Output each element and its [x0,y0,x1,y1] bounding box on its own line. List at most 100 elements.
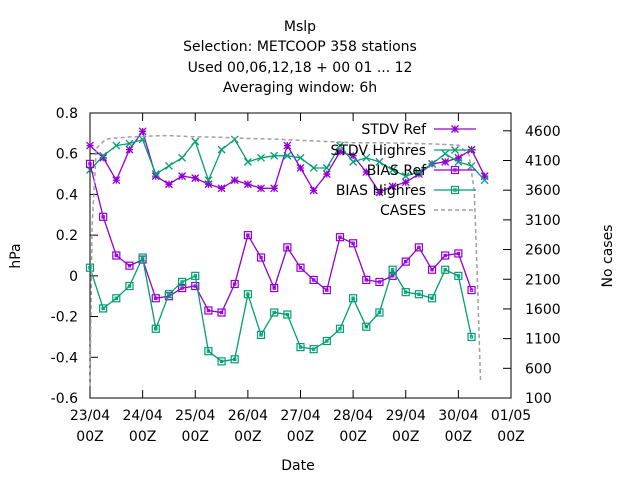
data-point [217,357,226,366]
data-point [270,184,279,193]
legend-swatch-marker [450,185,460,195]
y-tick-label: 0.8 [56,106,78,122]
data-point [151,172,160,181]
legend-entry: CASES [380,203,476,219]
data-point [125,281,134,291]
data-point [191,137,200,146]
series-bias-highres [85,253,476,366]
data-point [467,332,476,342]
series-line [89,163,473,314]
data-point [257,153,265,162]
legend-entry: BIAS Ref [367,163,476,179]
series-line [89,255,473,363]
data-point [243,180,252,189]
series-layer [85,127,489,387]
data-point [336,141,344,150]
data-point [296,343,305,352]
x-tick-label-time: 00Z [339,429,366,445]
data-point [230,176,239,185]
data-point [283,151,292,160]
y2-tick-label: 1600 [525,302,561,318]
x-tick-label: 28/04 [333,408,373,424]
title-line-3: Used 00,06,12,18 + 00 01 ... 12 [188,60,413,76]
data-point [414,168,423,176]
legend-swatch-marker [450,165,460,175]
data-point [322,286,331,295]
legend-entry: STDV Ref [361,122,476,138]
legend-label: STDV Highres [330,143,426,159]
data-point [138,127,147,136]
data-point [401,257,410,266]
data-point [138,253,147,262]
y2-tick-label: 3100 [525,213,561,229]
data-point [480,176,489,185]
data-point [427,294,437,303]
data-point [191,271,200,280]
data-point [112,294,121,303]
data-point [322,336,331,346]
data-point [99,151,108,160]
data-point [467,161,476,170]
y2-axis-label: No cases [600,225,616,288]
data-point [99,212,108,221]
data-point [204,180,213,189]
data-point [112,141,121,150]
data-point [243,157,252,166]
data-point [427,265,437,274]
data-point [362,168,371,176]
data-point [112,251,121,260]
data-point [217,184,226,193]
x-tick-label-time: 00Z [129,429,156,445]
legend: STDV Ref STDV Highres BIAS Ref BIAS Highres… [330,122,476,219]
y2-tick-label: 2600 [525,243,561,259]
data-point [336,147,344,156]
data-point [256,253,266,262]
data-point [349,239,358,248]
data-point [309,186,318,195]
data-point [375,308,384,317]
data-point [296,164,305,172]
data-point [335,233,345,242]
data-point [85,263,95,272]
data-point [441,149,450,158]
data-point [322,170,331,179]
data-point [296,153,305,162]
data-point [349,294,358,303]
title-line-1: Mslp [284,19,316,35]
x-tick-label: 29/04 [386,408,426,424]
x-tick-label: 24/04 [122,408,162,424]
y2-tick-label: 4600 [525,124,561,140]
x-tick-label-time: 00Z [497,429,524,445]
legend-swatch-marker [451,146,459,154]
data-point [204,306,213,315]
title-line-2: Selection: METCOOP 358 stations [183,39,417,55]
series-stdv-ref [86,127,489,197]
data-point [151,324,160,333]
legend-entry: STDV Highres [330,143,476,159]
x-tick-label: 25/04 [175,408,215,424]
legend-swatch-marker [451,125,459,133]
data-point [164,161,173,170]
data-point [283,141,292,150]
x-tick-label-time: 00Z [234,429,261,445]
data-point [99,304,108,313]
data-point [454,153,463,162]
legend-label: CASES [380,203,426,219]
data-point [375,188,384,197]
data-point [309,345,318,354]
data-point [230,355,239,364]
data-point [362,322,371,331]
data-point [164,180,173,189]
data-point [467,286,476,295]
legend-label: BIAS Highres [336,183,426,199]
data-point [217,308,226,317]
data-point [178,153,187,162]
data-point [283,243,292,252]
y-tick-label: -0.2 [51,310,78,326]
data-point [270,151,279,160]
data-point [480,172,489,181]
x-tick-label: 23/04 [70,408,110,424]
y-tick-label: 0.4 [56,187,78,203]
data-point [177,283,187,293]
